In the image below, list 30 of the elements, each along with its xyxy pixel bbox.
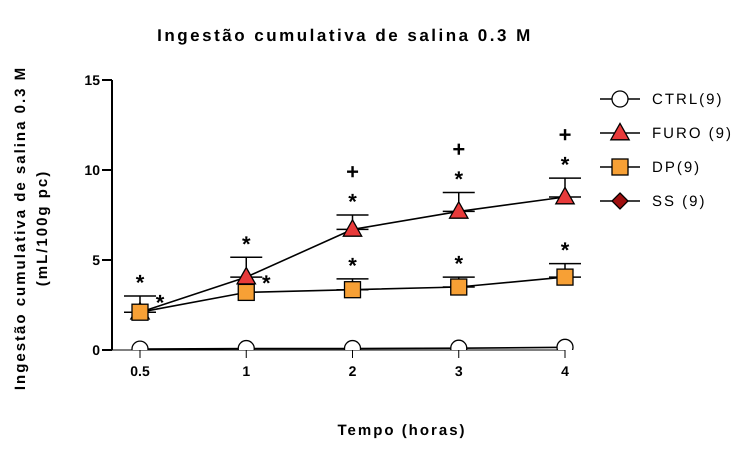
x-tick-label: 3: [454, 362, 463, 379]
x-tick-label: 0.5: [130, 362, 150, 379]
legend-label: FURO (9): [652, 124, 733, 142]
data-label: + *: [558, 122, 572, 178]
chart-title: Ingestão cumulativa de salina 0.3 M: [156, 26, 534, 46]
legend-label: SS (9): [652, 192, 707, 210]
y-tick-label: 5: [92, 252, 100, 268]
y-tick-label: 15: [84, 72, 100, 88]
data-label: *: [136, 270, 145, 295]
data-label: + *: [346, 159, 359, 214]
x-axis-title: Tempo (horas): [336, 422, 468, 439]
y-tick-label: 0: [92, 342, 100, 358]
y-axis-title: Ingestão cumulativa de salina 0.3 M (mL/100g pc): [11, 64, 52, 392]
point: [555, 186, 575, 204]
point: [342, 219, 362, 237]
data-label: *: [262, 270, 271, 296]
legend-label: DP(9): [652, 158, 702, 176]
point: [448, 201, 469, 219]
point: [236, 266, 256, 285]
data-label: + *: [452, 136, 466, 192]
y-tick-label: 10: [84, 162, 100, 178]
x-tick-label: 4: [561, 362, 570, 379]
data-label: *: [156, 290, 165, 316]
data-label: *: [454, 251, 464, 276]
legend-label: CTRL(9): [652, 90, 724, 108]
data-label: *: [242, 231, 251, 256]
x-tick-label: 2: [348, 362, 357, 379]
x-tick-label: 1: [242, 362, 250, 379]
data-label: *: [348, 252, 358, 278]
data-label: *: [560, 238, 570, 263]
